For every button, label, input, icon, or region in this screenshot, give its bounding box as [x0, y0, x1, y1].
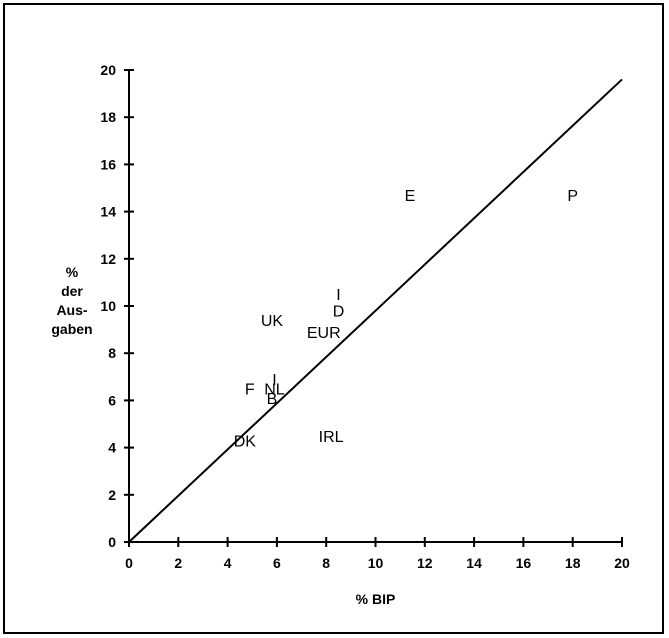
y-tick-label: 8 — [108, 345, 116, 361]
x-tick-label: 18 — [565, 555, 581, 571]
x-tick-label: 0 — [125, 555, 133, 571]
data-point-label: IRL — [319, 429, 344, 446]
x-ticks: 0 2 4 6 8 10 12 14 16 18 20 — [125, 537, 630, 571]
data-point-label: DK — [234, 434, 257, 451]
data-point-label: UK — [261, 313, 284, 330]
x-tick-label: 16 — [516, 555, 532, 571]
axes — [128, 70, 622, 543]
y-tick-label: 20 — [100, 62, 116, 78]
y-axis-label-line: gaben — [51, 321, 92, 337]
y-tick-label: 16 — [100, 156, 116, 172]
y-tick-label: 10 — [100, 298, 116, 314]
y-tick-label: 2 — [108, 487, 116, 503]
x-tick-label: 10 — [368, 555, 384, 571]
x-tick-label: 14 — [466, 555, 482, 571]
y-axis-label: % der Aus-gaben — [51, 264, 92, 337]
x-tick-label: 6 — [273, 555, 281, 571]
data-point-label: E — [405, 188, 416, 205]
y-axis-label-line: % — [66, 264, 79, 280]
x-axis-label: % BIP — [356, 591, 396, 607]
data-point-label: I — [336, 287, 340, 304]
y-tick-label: 6 — [108, 392, 116, 408]
data-point-label: EUR — [307, 325, 341, 342]
y-tick-label: 12 — [100, 251, 116, 267]
y-ticks: 0 2 4 6 8 10 12 14 16 18 20 — [100, 62, 134, 550]
x-tick-label: 8 — [322, 555, 330, 571]
data-point-label: P — [567, 188, 578, 205]
data-point-label: NL — [264, 382, 285, 399]
y-tick-label: 18 — [100, 109, 116, 125]
data-point-label: I — [272, 372, 276, 389]
y-tick-label: 14 — [100, 204, 116, 220]
x-tick-label: 4 — [224, 555, 232, 571]
x-tick-label: 20 — [614, 555, 630, 571]
x-tick-label: 12 — [417, 555, 433, 571]
data-point-label: B — [267, 391, 278, 408]
data-point-label: F — [245, 382, 255, 399]
reference-line — [128, 78, 623, 543]
data-point-label: D — [333, 304, 345, 321]
y-axis-label-line: der — [61, 283, 83, 299]
y-axis-label-line: Aus- — [56, 302, 87, 318]
chart-frame — [3, 3, 664, 634]
x-tick-label: 2 — [174, 555, 182, 571]
y-tick-label: 0 — [108, 534, 116, 550]
y-tick-label: 4 — [108, 440, 116, 456]
